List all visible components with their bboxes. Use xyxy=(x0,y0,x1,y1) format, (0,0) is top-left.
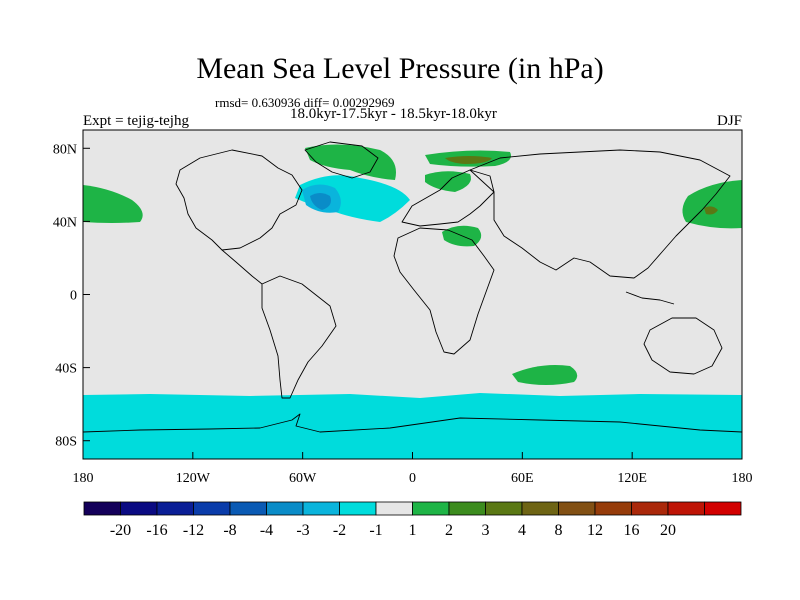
colorbar-swatch xyxy=(229,501,267,516)
colorbar-label: -2 xyxy=(333,522,346,539)
coast-central-america xyxy=(221,249,263,285)
colorbar-label: -3 xyxy=(296,522,309,539)
lat-tick-label: 40N xyxy=(53,215,77,230)
colorbar-swatch xyxy=(667,501,705,516)
colorbar-swatch xyxy=(558,501,596,516)
colorbar-label: 8 xyxy=(555,522,563,539)
period-line: 18.0kyr-17.5kyr - 18.5kyr-18.0kyr xyxy=(290,106,497,122)
coast-south-america xyxy=(261,275,337,399)
anomaly-north-pacific-core xyxy=(704,206,718,215)
colorbar-label: 12 xyxy=(587,522,603,539)
coast-australia xyxy=(643,317,723,375)
season-label: DJF xyxy=(716,113,742,129)
colorbar-label: -4 xyxy=(260,522,273,539)
anomaly-southern-ocean xyxy=(83,393,742,459)
colorbar-label: 16 xyxy=(624,522,640,539)
colorbar-swatch xyxy=(412,501,450,516)
colorbar-swatch xyxy=(485,501,523,516)
lon-tick-label: 60W xyxy=(289,471,317,486)
colorbar-swatch xyxy=(375,501,413,516)
colorbar-swatch xyxy=(266,501,304,516)
colorbar-label: 4 xyxy=(518,522,526,539)
lon-tick-label: 60E xyxy=(511,471,534,486)
colorbar xyxy=(83,501,742,516)
coast-antarctica xyxy=(83,413,742,433)
coast-africa xyxy=(393,227,495,355)
colorbar-label: 20 xyxy=(660,522,676,539)
lon-axis: 180 120W 60W 0 60E 120E 180 xyxy=(73,452,753,486)
colorbar-label: -12 xyxy=(183,522,204,539)
colorbar-label: -20 xyxy=(110,522,131,539)
lat-tick-label: 80N xyxy=(53,142,77,157)
colorbar-label: 1 xyxy=(409,522,417,539)
coast-north-america xyxy=(175,149,303,251)
colorbar-label: -8 xyxy=(223,522,236,539)
colorbar-swatch xyxy=(339,501,377,516)
anomaly-barents-core xyxy=(445,156,492,164)
colorbar-swatch xyxy=(193,501,231,516)
lon-tick-label: 180 xyxy=(73,471,94,486)
colorbar-swatch xyxy=(120,501,158,516)
lat-tick-label: 0 xyxy=(70,289,77,304)
anomaly-north-pacific-east xyxy=(83,185,143,223)
colorbar-swatch xyxy=(156,501,194,516)
anomaly-south-indian xyxy=(512,365,578,385)
coast-europe xyxy=(401,169,495,227)
experiment-label: Expt = tejig-tejhg xyxy=(83,113,189,129)
colorbar-swatch xyxy=(594,501,632,516)
anomaly-north-atlantic-inner xyxy=(310,193,331,210)
lat-tick-label: 80S xyxy=(55,435,77,450)
lon-tick-label: 120E xyxy=(617,471,647,486)
anomaly-north-pacific-west xyxy=(682,180,742,229)
colorbar-label: 3 xyxy=(482,522,490,539)
lon-tick-label: 120W xyxy=(176,471,211,486)
lat-tick-label: 40S xyxy=(55,362,77,377)
colorbar-label: -1 xyxy=(369,522,382,539)
anomaly-greenland xyxy=(305,144,396,180)
chart-title: Mean Sea Level Pressure (in hPa) xyxy=(196,52,604,85)
colorbar-label: -16 xyxy=(146,522,167,539)
coast-asia xyxy=(469,149,731,279)
lat-axis: 80N 40N 0 40S 80S xyxy=(53,142,90,450)
coast-greenland xyxy=(304,141,379,179)
coast-indonesia xyxy=(625,291,675,305)
colorbar-swatch xyxy=(302,501,340,516)
colorbar-labels: -20 -16 -12 -8 -4 -3 -2 -1 1 2 3 4 8 12 16 20 xyxy=(110,522,676,539)
colorbar-swatch xyxy=(704,501,742,516)
lon-tick-label: 0 xyxy=(409,471,416,486)
colorbar-swatch xyxy=(521,501,559,516)
coastlines xyxy=(83,141,742,433)
lon-tick-label: 180 xyxy=(732,471,753,486)
colorbar-swatch xyxy=(83,501,121,516)
colorbar-swatch xyxy=(631,501,669,516)
colorbar-swatch xyxy=(448,501,486,516)
colorbar-label: 2 xyxy=(445,522,453,539)
stats-line: rmsd= 0.630936 diff= 0.00292969 xyxy=(215,95,395,110)
